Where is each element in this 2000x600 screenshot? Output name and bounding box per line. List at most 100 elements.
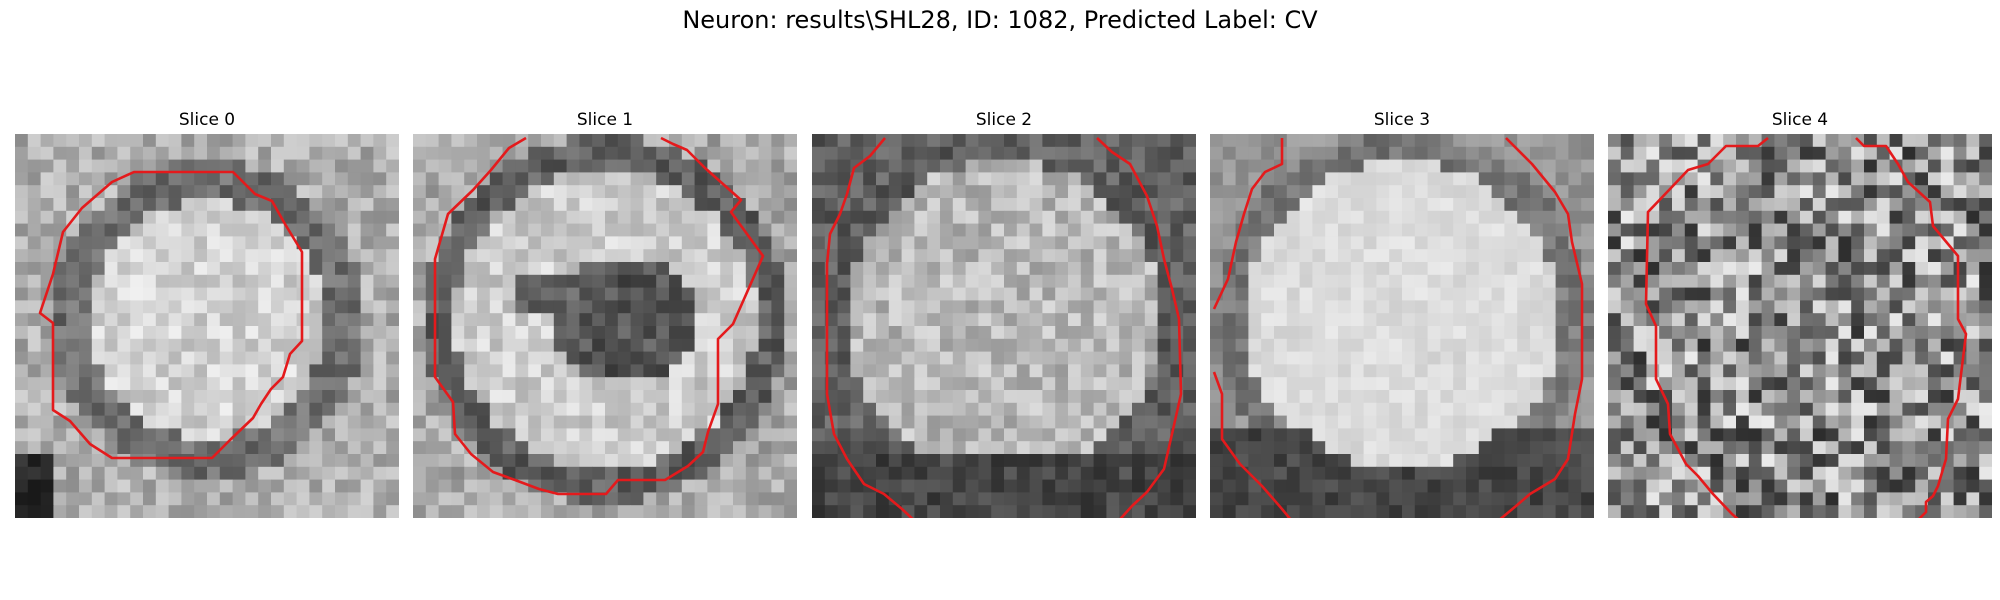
pixel	[927, 274, 941, 288]
pixel	[413, 262, 427, 276]
pixel	[1940, 146, 1954, 160]
pixel	[812, 326, 826, 340]
pixel	[143, 415, 157, 429]
pixel	[283, 313, 297, 327]
pixel	[1928, 466, 1942, 480]
pixel	[91, 198, 105, 212]
pixel	[1953, 223, 1967, 237]
pixel	[863, 338, 877, 352]
pixel	[1953, 274, 1967, 288]
pixel	[1004, 134, 1018, 148]
pixel	[733, 402, 747, 416]
pixel	[758, 479, 772, 493]
pixel	[1876, 185, 1890, 199]
pixel	[927, 454, 941, 468]
pixel	[1235, 338, 1249, 352]
pixel	[104, 402, 118, 416]
pixel	[771, 466, 785, 480]
pixel	[79, 172, 93, 186]
pixel	[1876, 415, 1890, 429]
pixel	[1029, 364, 1043, 378]
pixel	[965, 223, 979, 237]
pixel	[1876, 223, 1890, 237]
pixel	[1889, 262, 1903, 276]
pixel	[1876, 210, 1890, 224]
pixel	[812, 146, 826, 160]
pixel	[940, 441, 954, 455]
pixel	[1478, 287, 1492, 301]
pixel	[1876, 159, 1890, 173]
pixel	[1889, 364, 1903, 378]
pixel	[386, 146, 399, 160]
pixel	[1825, 300, 1839, 314]
pixel	[566, 492, 580, 506]
pixel	[605, 134, 619, 148]
pixel	[978, 262, 992, 276]
pixel	[1093, 441, 1107, 455]
pixel	[541, 134, 555, 148]
pixel	[1915, 390, 1929, 404]
pixel	[771, 441, 785, 455]
pixel	[1299, 466, 1313, 480]
pixel	[1068, 377, 1082, 391]
pixel	[643, 441, 657, 455]
pixel	[219, 185, 233, 199]
pixel	[784, 313, 797, 327]
pixel	[1466, 223, 1480, 237]
pixel	[79, 466, 93, 480]
pixel	[1633, 287, 1647, 301]
pixel	[707, 185, 721, 199]
pixel	[386, 326, 399, 340]
pixel	[579, 198, 593, 212]
pixel	[1106, 313, 1120, 327]
pixel	[617, 223, 631, 237]
pixel	[681, 479, 695, 493]
pixel	[1633, 428, 1647, 442]
pixel	[617, 492, 631, 506]
pixel	[130, 185, 144, 199]
pixel	[1106, 466, 1120, 480]
slice-panel-1: Slice 1	[413, 108, 797, 518]
pixel	[168, 351, 182, 365]
pixel	[117, 236, 131, 250]
pixel	[309, 479, 323, 493]
pixel	[1608, 479, 1622, 493]
pixel	[322, 364, 336, 378]
pixel	[245, 249, 259, 263]
pixel	[758, 210, 772, 224]
pixel	[143, 454, 157, 468]
pixel	[656, 428, 670, 442]
pixel	[1261, 146, 1275, 160]
pixel	[143, 402, 157, 416]
pixel	[837, 262, 851, 276]
pixel	[1761, 287, 1775, 301]
pixel	[1864, 146, 1878, 160]
pixel	[1723, 351, 1737, 365]
pixel	[876, 313, 890, 327]
pixel	[1966, 351, 1980, 365]
pixel	[1119, 274, 1133, 288]
pixel	[117, 274, 131, 288]
pixel	[309, 466, 323, 480]
pixel	[1812, 287, 1826, 301]
pixel	[219, 300, 233, 314]
pixel	[309, 492, 323, 506]
pixel	[502, 236, 516, 250]
pixel	[515, 287, 529, 301]
pixel	[1312, 492, 1326, 506]
pixel	[1723, 198, 1737, 212]
pixel	[771, 402, 785, 416]
pixel	[258, 274, 272, 288]
pixel	[322, 185, 336, 199]
pixel	[1440, 338, 1454, 352]
pixel	[1286, 415, 1300, 429]
pixel	[207, 313, 221, 327]
pixel	[914, 172, 928, 186]
pixel	[232, 441, 246, 455]
pixel	[1581, 479, 1594, 493]
pixel	[605, 185, 619, 199]
pixel	[425, 454, 439, 468]
pixel	[1825, 454, 1839, 468]
pixel	[1055, 210, 1069, 224]
pixel	[130, 390, 144, 404]
